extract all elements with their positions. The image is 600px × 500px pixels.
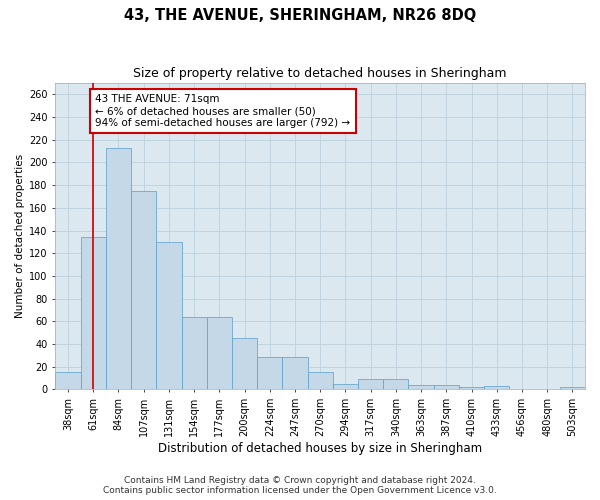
Bar bbox=[434, 385, 459, 390]
Text: 43, THE AVENUE, SHERINGHAM, NR26 8DQ: 43, THE AVENUE, SHERINGHAM, NR26 8DQ bbox=[124, 8, 476, 22]
Bar bbox=[131, 191, 157, 390]
Bar bbox=[55, 372, 80, 390]
Bar bbox=[207, 317, 232, 390]
Bar bbox=[383, 379, 409, 390]
Bar bbox=[459, 387, 484, 390]
Bar bbox=[257, 356, 283, 390]
Bar bbox=[409, 385, 434, 390]
Bar bbox=[182, 317, 207, 390]
Bar bbox=[106, 148, 131, 390]
Bar bbox=[560, 387, 585, 390]
Bar bbox=[283, 356, 308, 390]
Bar bbox=[358, 379, 383, 390]
Text: 43 THE AVENUE: 71sqm
← 6% of detached houses are smaller (50)
94% of semi-detach: 43 THE AVENUE: 71sqm ← 6% of detached ho… bbox=[95, 94, 350, 128]
Bar bbox=[308, 372, 333, 390]
Bar bbox=[333, 384, 358, 390]
X-axis label: Distribution of detached houses by size in Sheringham: Distribution of detached houses by size … bbox=[158, 442, 482, 455]
Title: Size of property relative to detached houses in Sheringham: Size of property relative to detached ho… bbox=[133, 68, 507, 80]
Bar bbox=[80, 238, 106, 390]
Text: Contains HM Land Registry data © Crown copyright and database right 2024.
Contai: Contains HM Land Registry data © Crown c… bbox=[103, 476, 497, 495]
Bar bbox=[157, 242, 182, 390]
Bar bbox=[484, 386, 509, 390]
Y-axis label: Number of detached properties: Number of detached properties bbox=[15, 154, 25, 318]
Bar bbox=[232, 338, 257, 390]
